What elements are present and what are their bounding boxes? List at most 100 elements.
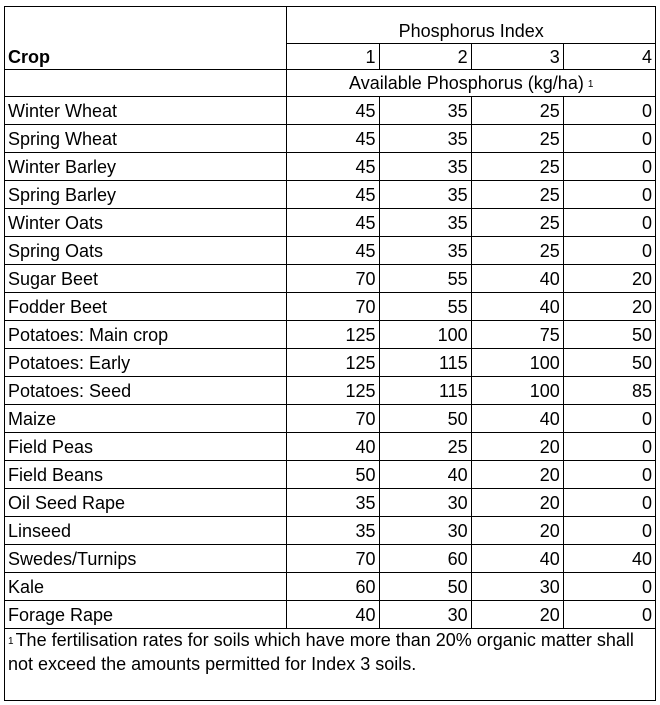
crop-name-cell: Potatoes: Seed [3, 376, 288, 405]
crop-name-cell: Spring Barley [3, 180, 288, 209]
table-row: Sugar Beet 70 55 40 20 [3, 264, 657, 293]
table-row: Winter Oats 45 35 25 0 [3, 208, 657, 237]
crop-name-cell: Winter Wheat [3, 96, 288, 125]
crop-name-cell: Sugar Beet [3, 264, 288, 293]
index-2-value-cell: 40 [378, 460, 472, 489]
index-2-value-cell: 30 [378, 488, 472, 517]
index-4-value-cell: 20 [562, 264, 657, 293]
index-2-value-cell: 35 [378, 208, 472, 237]
table-row: Oil Seed Rape 35 30 20 0 [3, 488, 657, 517]
index-3-value-cell: 20 [470, 516, 564, 545]
subheader-text: Available Phosphorus (kg/ha) [349, 73, 584, 93]
table-row: Potatoes: Early 125 115 100 50 [3, 348, 657, 377]
crop-name-cell: Spring Wheat [3, 124, 288, 153]
table-row: Spring Oats 45 35 25 0 [3, 236, 657, 265]
footnote-text: The fertilisation rates for soils which … [8, 630, 634, 674]
crop-name-cell: Potatoes: Early [3, 348, 288, 377]
index-2-value-cell: 35 [378, 152, 472, 181]
footnote-mark: 1 [8, 636, 14, 647]
crop-name-cell: Linseed [3, 516, 288, 545]
index-3-value-cell: 20 [470, 600, 564, 629]
index-1-value-cell: 45 [286, 124, 380, 153]
index-1-value-cell: 125 [286, 348, 380, 377]
table-row: Potatoes: Seed 125 115 100 85 [3, 376, 657, 405]
index-3-value-cell: 40 [470, 404, 564, 433]
index-1-value-cell: 60 [286, 572, 380, 601]
index-4-value-cell: 85 [562, 376, 657, 405]
phosphorus-table: Crop Phosphorus Index 1 2 3 4 Available … [3, 6, 657, 629]
index-2-value-cell: 25 [378, 432, 472, 461]
crop-name-cell: Kale [3, 572, 288, 601]
index-1-value-cell: 40 [286, 600, 380, 629]
index-2-value-cell: 35 [378, 236, 472, 265]
index-3-value-cell: 75 [470, 320, 564, 349]
index-1-value-cell: 125 [286, 320, 380, 349]
index-1-value-cell: 40 [286, 432, 380, 461]
index-1-value-cell: 45 [286, 236, 380, 265]
index-3-value-cell: 20 [470, 488, 564, 517]
index-3-value-cell: 20 [470, 432, 564, 461]
index-4-value-cell: 0 [562, 460, 657, 489]
index-1-value-cell: 125 [286, 376, 380, 405]
index-3-value-cell: 25 [470, 208, 564, 237]
index-2-value-cell: 115 [378, 348, 472, 377]
index-4-value-cell: 0 [562, 124, 657, 153]
index-2-value-cell: 55 [378, 292, 472, 321]
index-2-value-cell: 35 [378, 96, 472, 125]
index-2-value-cell: 55 [378, 264, 472, 293]
crop-name-cell: Potatoes: Main crop [3, 320, 288, 349]
available-phosphorus-subheader: Available Phosphorus (kg/ha) 1 [286, 69, 656, 97]
index-4-value-cell: 50 [562, 320, 657, 349]
index-1-value-cell: 70 [286, 264, 380, 293]
index-level-2: 2 [378, 43, 472, 70]
index-2-value-cell: 50 [378, 572, 472, 601]
index-2-value-cell: 60 [378, 544, 472, 573]
index-4-value-cell: 50 [562, 348, 657, 377]
index-3-value-cell: 40 [470, 292, 564, 321]
crop-name-cell: Swedes/Turnips [3, 544, 288, 573]
table-row: Forage Rape 40 30 20 0 [3, 600, 657, 629]
index-2-value-cell: 50 [378, 404, 472, 433]
index-4-value-cell: 0 [562, 180, 657, 209]
index-2-value-cell: 100 [378, 320, 472, 349]
index-3-value-cell: 20 [470, 460, 564, 489]
index-2-value-cell: 30 [378, 516, 472, 545]
table-row: Field Peas 40 25 20 0 [3, 432, 657, 461]
index-1-value-cell: 35 [286, 488, 380, 517]
index-1-value-cell: 45 [286, 208, 380, 237]
table-row: Maize 70 50 40 0 [3, 404, 657, 433]
crop-name-cell: Maize [3, 404, 288, 433]
index-1-value-cell: 70 [286, 292, 380, 321]
index-3-value-cell: 40 [470, 544, 564, 573]
index-4-value-cell: 0 [562, 572, 657, 601]
index-3-value-cell: 25 [470, 180, 564, 209]
table-row: Fodder Beet 70 55 40 20 [3, 292, 657, 321]
index-4-value-cell: 0 [562, 96, 657, 125]
index-3-value-cell: 30 [470, 572, 564, 601]
index-4-value-cell: 0 [562, 208, 657, 237]
table-row: Kale 60 50 30 0 [3, 572, 657, 601]
phosphorus-index-header: Phosphorus Index [286, 6, 656, 44]
crop-name-cell: Field Beans [3, 460, 288, 489]
index-4-value-cell: 0 [562, 516, 657, 545]
crop-name-cell: Winter Oats [3, 208, 288, 237]
index-1-value-cell: 70 [286, 544, 380, 573]
index-1-value-cell: 45 [286, 180, 380, 209]
index-1-value-cell: 70 [286, 404, 380, 433]
index-2-value-cell: 35 [378, 180, 472, 209]
table-row: Winter Wheat 45 35 25 0 [3, 96, 657, 125]
index-level-1: 1 [286, 43, 380, 70]
index-3-value-cell: 25 [470, 124, 564, 153]
index-4-value-cell: 0 [562, 236, 657, 265]
index-2-value-cell: 30 [378, 600, 472, 629]
table-row: Spring Wheat 45 35 25 0 [3, 124, 657, 153]
index-level-3: 3 [470, 43, 564, 70]
table-row: Spring Barley 45 35 25 0 [3, 180, 657, 209]
crop-column-header: Crop [3, 6, 288, 70]
crop-name-cell: Fodder Beet [3, 292, 288, 321]
footnote: 1 The fertilisation rates for soils which… [8, 628, 648, 676]
table-row: Field Beans 50 40 20 0 [3, 460, 657, 489]
index-2-value-cell: 115 [378, 376, 472, 405]
index-2-value-cell: 35 [378, 124, 472, 153]
crop-name-cell: Winter Barley [3, 152, 288, 181]
